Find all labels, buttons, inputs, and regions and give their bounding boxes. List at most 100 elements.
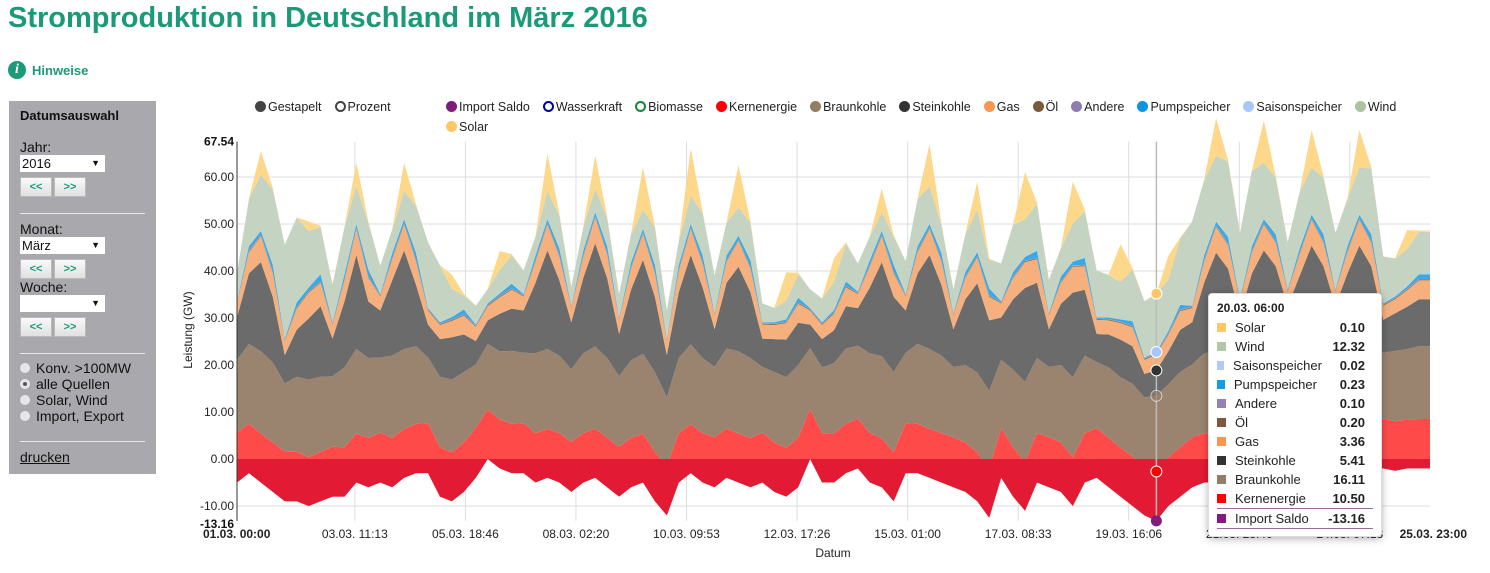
chevron-down-icon: ▼ (91, 240, 100, 250)
legend-marker-icon (255, 101, 266, 112)
legend-label: Prozent (347, 99, 391, 114)
series-swatch-icon (1217, 514, 1226, 523)
tooltip-series-name: Gas (1235, 434, 1259, 449)
chart-mode-legend: Gestapelt Prozent (255, 99, 391, 114)
hover-marker (1150, 364, 1163, 377)
hints-link[interactable]: i Hinweise (8, 61, 88, 79)
tooltip-row: Öl 0.20 (1217, 413, 1373, 432)
series-swatch-icon (1217, 380, 1225, 389)
legend-item[interactable]: Wind (1354, 99, 1397, 114)
tooltip-series-value: -13.16 (1328, 511, 1365, 526)
legend-item[interactable]: Gas (983, 99, 1020, 114)
month-next-button[interactable]: >> (54, 259, 86, 279)
info-icon: i (8, 61, 26, 79)
legend-label: Wind (1367, 99, 1397, 114)
legend-label: Gestapelt (268, 99, 322, 114)
week-prev-button[interactable]: << (20, 317, 52, 337)
radio-button[interactable] (20, 395, 30, 405)
legend-label: Biomasse (648, 99, 703, 114)
radio-button[interactable] (20, 411, 30, 421)
y-limit-label: 67.54 (204, 135, 234, 149)
legend-marker-icon (334, 101, 346, 112)
series-swatch-icon (1217, 361, 1225, 370)
area-braunkohle (237, 339, 1430, 472)
legend-item[interactable]: Andere (1071, 99, 1124, 114)
legend-item[interactable]: Wasserkraft (542, 99, 622, 114)
divider (20, 353, 145, 354)
x-tick-label: 01.03. 00:00 (203, 527, 271, 541)
series-swatch-icon (1217, 418, 1226, 427)
radio-label: alle Quellen (36, 376, 110, 392)
legend-item[interactable]: Solar (446, 119, 488, 134)
legend-item[interactable]: Pumpspeicher (1137, 99, 1230, 114)
tooltip-row: Gas 3.36 (1217, 432, 1373, 451)
radio-option[interactable]: Konv. >100MW (20, 360, 131, 376)
legend-item[interactable]: Steinkohle (899, 99, 971, 114)
divider (20, 441, 145, 442)
legend-marker-icon (542, 101, 554, 112)
year-select[interactable]: 2016 ▼ (20, 155, 105, 172)
area-wind (237, 155, 1430, 358)
tooltip-series-value: 5.41 (1339, 453, 1365, 468)
month-select[interactable]: März ▼ (20, 237, 105, 254)
tooltip-series-name: Andere (1235, 396, 1277, 411)
legend-item[interactable]: Import Saldo (446, 99, 530, 114)
radio-button[interactable] (20, 363, 30, 373)
legend-marker-icon (1354, 101, 1366, 112)
tooltip-series-value: 0.10 (1339, 396, 1365, 411)
tooltip-series-name: Pumpspeicher (1233, 377, 1317, 392)
legend-label: Import Saldo (459, 99, 530, 114)
panel-heading: Datumsauswahl (20, 108, 119, 123)
radio-button[interactable] (20, 379, 30, 389)
print-link[interactable]: drucken (20, 449, 70, 465)
legend-item[interactable]: Braunkohle (810, 99, 886, 114)
year-value: 2016 (22, 156, 51, 171)
month-prev-button[interactable]: << (20, 259, 52, 279)
legend-marker-icon (1243, 101, 1255, 112)
legend-item[interactable]: Saisonspeicher (1243, 99, 1342, 114)
series-swatch-icon (1217, 323, 1226, 332)
series-swatch-icon (1217, 494, 1226, 503)
legend-marker-icon (899, 101, 911, 112)
series-legend: Import Saldo Wasserkraft Biomasse Kernenerg… (446, 99, 1421, 134)
x-tick-label: 17.03. 08:33 (985, 527, 1052, 541)
tooltip-row: Wind 12.32 (1217, 337, 1373, 356)
tooltip-row: Solar 0.10 (1217, 318, 1373, 337)
hints-label: Hinweise (32, 62, 89, 78)
legend-item[interactable]: Öl (1032, 99, 1059, 114)
date-selection-panel: Datumsauswahl Jahr: 2016 ▼ << >> Monat: M… (9, 101, 156, 474)
series-swatch-icon (1217, 437, 1226, 446)
legend-marker-icon (983, 101, 995, 112)
tooltip-series-value: 3.36 (1339, 434, 1365, 449)
x-tick-label: 05.03. 18:46 (432, 527, 499, 541)
legend-item[interactable]: Gestapelt (255, 99, 322, 114)
legend-label: Andere (1084, 99, 1125, 114)
legend-label: Öl (1045, 99, 1059, 114)
tooltip-row: Andere 0.10 (1217, 394, 1373, 413)
area-solar (237, 118, 1430, 311)
legend-item[interactable]: Biomasse (635, 99, 703, 114)
chart-tooltip: 20.03. 06:00 Solar 0.10 Wind 12.32 Saisonspe… (1208, 293, 1382, 537)
tooltip-series-name: Wind (1235, 339, 1265, 354)
legend-item[interactable]: Prozent (334, 99, 391, 114)
radio-option[interactable]: Solar, Wind (20, 392, 108, 408)
tooltip-series-name: Steinkohle (1235, 453, 1296, 468)
week-select[interactable]: ▼ (20, 295, 105, 312)
legend-item[interactable]: Kernenergie (715, 99, 797, 114)
hover-marker (1150, 287, 1163, 300)
area-pumpspeicher (237, 212, 1430, 359)
legend-marker-icon (1032, 101, 1044, 112)
week-next-button[interactable]: >> (54, 317, 86, 337)
hover-marker (1150, 465, 1163, 478)
month-label: Monat: (20, 221, 63, 237)
hover-marker (1150, 345, 1163, 358)
series-swatch-icon (1217, 456, 1226, 465)
year-prev-button[interactable]: << (20, 177, 52, 197)
y-tick-label: 40.00 (204, 264, 234, 278)
year-next-button[interactable]: >> (54, 177, 86, 197)
radio-option[interactable]: alle Quellen (20, 376, 110, 392)
legend-marker-icon (1071, 101, 1083, 112)
radio-option[interactable]: Import, Export (20, 408, 124, 424)
x-tick-label: 08.03. 02:20 (543, 527, 610, 541)
